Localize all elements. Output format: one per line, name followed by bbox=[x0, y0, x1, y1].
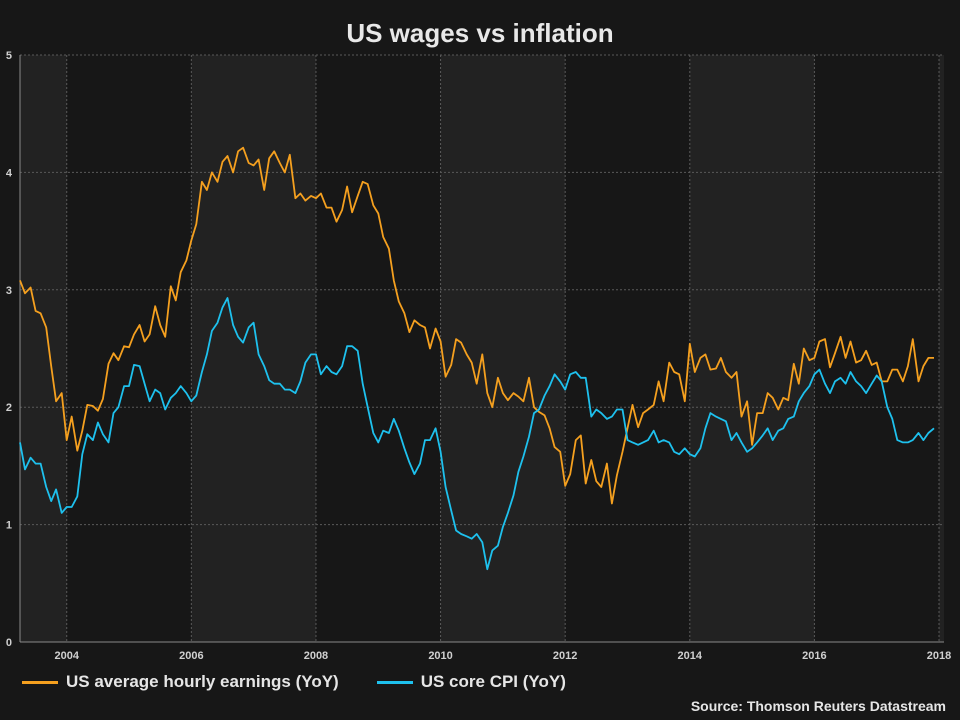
shaded-band-2 bbox=[440, 55, 566, 642]
x-tick-label-2012: 2012 bbox=[553, 650, 577, 662]
x-tick-label-2018: 2018 bbox=[927, 650, 951, 662]
shaded-band-4 bbox=[939, 55, 944, 642]
legend: US average hourly earnings (YoY) US core… bbox=[22, 672, 604, 692]
series-lines bbox=[19, 146, 935, 571]
chart-title: US wages vs inflation bbox=[346, 18, 614, 48]
legend-swatch-earnings bbox=[22, 680, 58, 684]
series-line-earnings bbox=[19, 146, 934, 505]
shaded-band-3 bbox=[689, 55, 815, 642]
y-tick-label-4: 4 bbox=[6, 167, 13, 179]
shaded-band-0 bbox=[20, 55, 67, 642]
x-tick-label-2006: 2006 bbox=[179, 650, 203, 662]
x-tick-label-2010: 2010 bbox=[428, 650, 452, 662]
y-tick-label-5: 5 bbox=[6, 50, 12, 62]
axes bbox=[19, 55, 944, 643]
y-tick-label-2: 2 bbox=[6, 402, 12, 414]
legend-item-earnings[interactable]: US average hourly earnings (YoY) bbox=[22, 672, 339, 692]
x-tick-label-2014: 2014 bbox=[678, 650, 703, 662]
legend-label-cpi: US core CPI (YoY) bbox=[420, 672, 566, 691]
series-line-cpi bbox=[19, 297, 935, 571]
x-tick-label-2004: 2004 bbox=[54, 650, 79, 662]
y-axis-ticks: 0 1 2 3 4 5 bbox=[6, 50, 13, 649]
y-tick-label-1: 1 bbox=[6, 520, 12, 532]
x-tick-label-2008: 2008 bbox=[304, 650, 328, 662]
y-tick-label-3: 3 bbox=[6, 285, 12, 297]
shaded-bands bbox=[20, 55, 944, 642]
y-tick-label-0: 0 bbox=[6, 637, 12, 649]
x-axis-ticks: 2004 2006 2008 2010 2012 2014 2016 2018 bbox=[54, 650, 951, 662]
shaded-band-1 bbox=[191, 55, 316, 642]
legend-swatch-cpi bbox=[376, 680, 413, 684]
legend-label-earnings: US average hourly earnings (YoY) bbox=[66, 672, 339, 691]
source-note: Source: Thomson Reuters Datastream bbox=[690, 698, 946, 714]
x-tick-label-2016: 2016 bbox=[802, 650, 826, 662]
legend-item-cpi[interactable]: US core CPI (YoY) bbox=[376, 672, 566, 692]
